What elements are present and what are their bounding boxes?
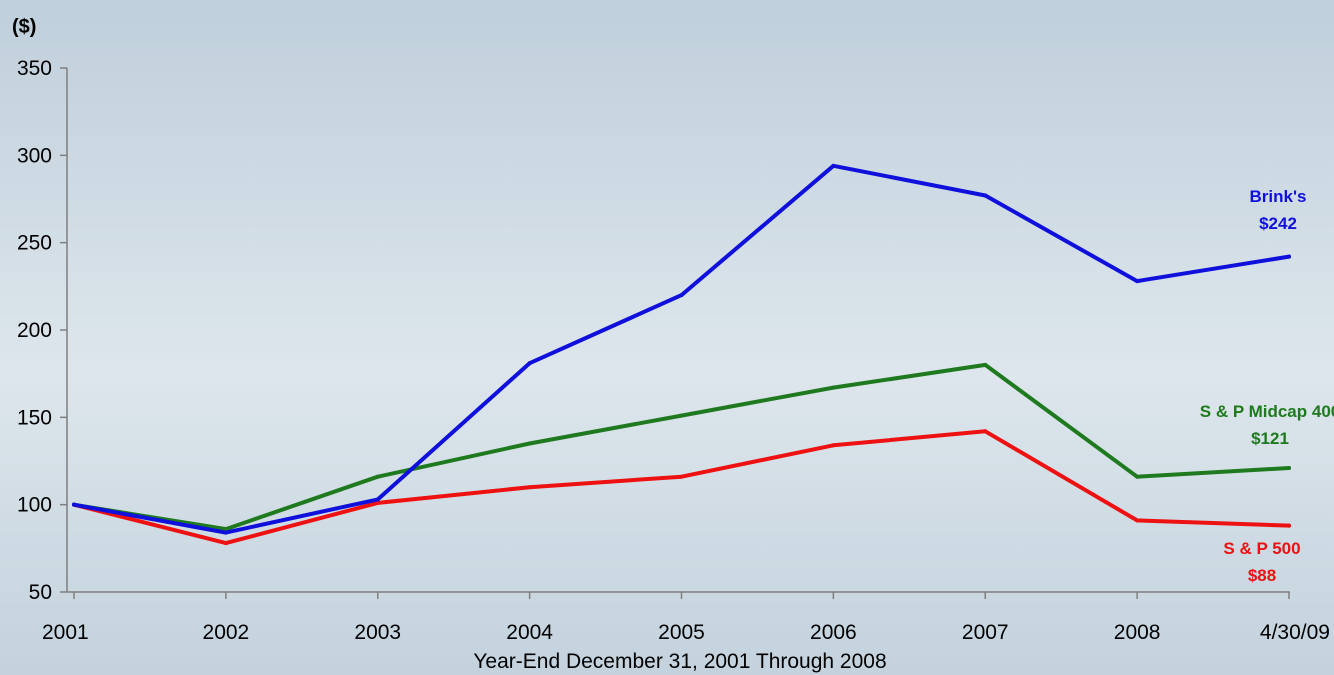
data-point (375, 474, 380, 479)
x-tick-label: 2008 (1114, 621, 1161, 644)
y-tick-label: 50 (29, 581, 52, 604)
data-point (223, 527, 228, 532)
data-point (983, 429, 988, 434)
data-point (375, 500, 380, 505)
y-tick-label: 300 (17, 144, 52, 167)
x-tick-label: 2001 (42, 621, 89, 644)
data-point (223, 530, 228, 535)
data-point (983, 362, 988, 367)
x-tick-label: 2005 (658, 621, 705, 644)
y-tick-label: 100 (17, 494, 52, 517)
series-name-label: Brink's (1250, 187, 1307, 206)
x-tick-label: 2003 (354, 621, 401, 644)
x-tick-label: 2007 (962, 621, 1009, 644)
data-point (1135, 474, 1140, 479)
series-value-label: $88 (1248, 566, 1276, 585)
y-tick-label: 200 (17, 319, 52, 342)
series-value-label: $242 (1259, 214, 1297, 233)
data-point (223, 541, 228, 546)
data-point (72, 502, 76, 507)
data-point (1287, 254, 1291, 259)
data-point (679, 413, 684, 418)
data-point (1135, 518, 1140, 523)
x-tick-label: 2006 (810, 621, 857, 644)
y-tick-label: 250 (17, 232, 52, 255)
series-name-label: S & P Midcap 400 (1200, 402, 1334, 421)
x-tick-label: 4/30/09 (1260, 621, 1330, 644)
data-point (831, 385, 836, 390)
y-tick-label: 350 (17, 57, 52, 80)
data-point (527, 441, 532, 446)
series-name-label: S & P 500 (1223, 539, 1300, 558)
data-point (1287, 465, 1291, 470)
x-tick-label: 2004 (506, 621, 553, 644)
series-labels: Brink's $242 S & P Midcap 400 $121 S & P 500… (1200, 187, 1334, 585)
data-point (1287, 523, 1291, 528)
data-point (375, 497, 380, 502)
x-tick-label: 2002 (203, 621, 250, 644)
x-axis-title: Year-End December 31, 2001 Through 2008 (473, 650, 886, 673)
series-lines (72, 163, 1291, 546)
y-axis-ticks: 50 100 150 200 250 300 350 (17, 57, 67, 604)
data-point (679, 293, 684, 298)
x-axis-ticks: 2001 2002 2003 2004 2005 2006 2007 2008 4/30/09 (42, 592, 1330, 644)
y-unit-label: ($) (12, 16, 36, 38)
data-point (983, 193, 988, 198)
data-point (679, 474, 684, 479)
data-point (527, 361, 532, 366)
data-point (1135, 279, 1140, 284)
series-value-label: $121 (1251, 429, 1289, 448)
y-tick-label: 150 (17, 406, 52, 429)
data-point (831, 163, 836, 168)
data-point (831, 443, 836, 448)
data-point (527, 485, 532, 490)
